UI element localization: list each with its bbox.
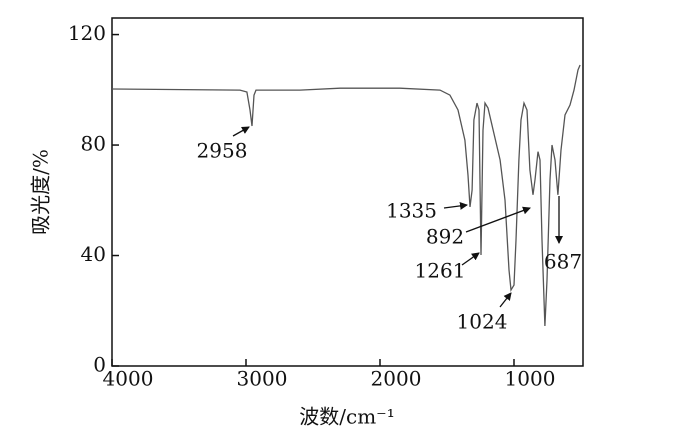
annotation: 2958 — [197, 139, 248, 163]
annotation-arrow — [499, 292, 512, 308]
annotation-arrow — [232, 126, 250, 137]
spectrum-line — [111, 64, 581, 327]
y-tick-label: 0 — [93, 353, 106, 377]
x-axis-label: 波数/cm⁻¹ — [299, 405, 394, 429]
x-tick-label: 4000 — [103, 367, 154, 391]
annotation-arrow — [443, 201, 468, 210]
x-tick-label: 1000 — [505, 367, 556, 391]
y-tick-label: 120 — [68, 21, 106, 45]
x-tick-label: 3000 — [237, 367, 288, 391]
x-tick-label: 2000 — [371, 367, 422, 391]
annotation-arrow — [465, 206, 531, 233]
annotation-arrow — [461, 252, 480, 266]
y-tick-label: 40 — [81, 242, 106, 266]
plot-frame — [111, 17, 584, 367]
annotation: 1261 — [415, 259, 466, 283]
annotation: 892 — [426, 225, 464, 249]
y-axis-label: 吸光度/% — [29, 149, 53, 235]
annotation: 687 — [544, 250, 582, 274]
y-tick-label: 80 — [81, 132, 106, 156]
annotation: 1335 — [386, 199, 437, 223]
annotation: 1024 — [457, 310, 508, 334]
